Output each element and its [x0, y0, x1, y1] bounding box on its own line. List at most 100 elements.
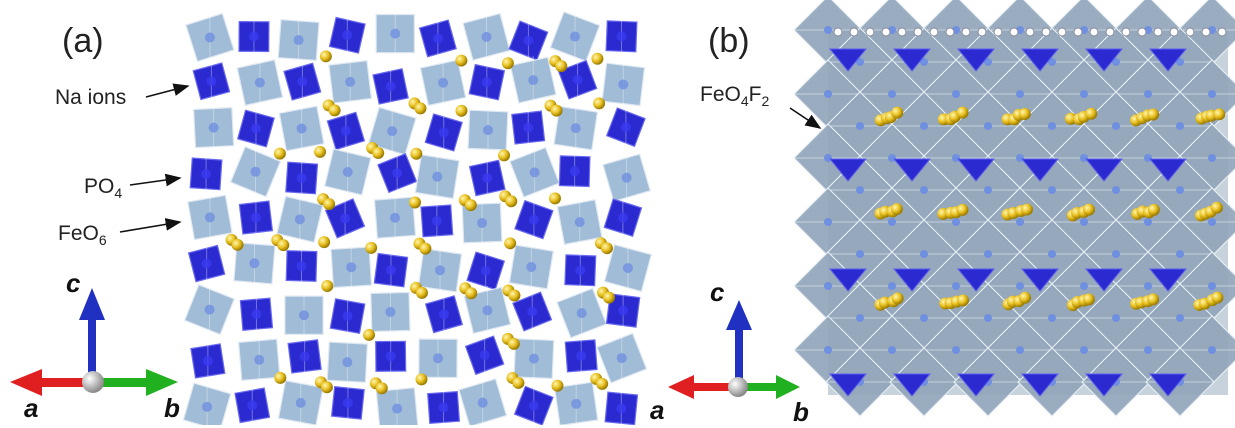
- fe-atom: [1208, 154, 1216, 162]
- central-atom: [299, 351, 310, 362]
- central-atom: [296, 172, 307, 183]
- fe-atom: [888, 346, 896, 354]
- na-ion: [512, 376, 525, 389]
- f-atom: [945, 27, 955, 37]
- fe-atom: [1016, 90, 1024, 98]
- callout-feo4f2-text2: F: [748, 83, 762, 106]
- na-ion: [1082, 293, 1095, 306]
- central-atom: [438, 77, 449, 88]
- central-atom: [296, 261, 307, 272]
- central-atom: [620, 122, 631, 133]
- f-atom: [1185, 27, 1195, 37]
- fe-atom: [824, 218, 832, 226]
- central-atom: [345, 76, 356, 87]
- na-ion: [1213, 108, 1226, 121]
- na-ion: [320, 381, 333, 394]
- na-ion: [274, 371, 287, 384]
- na-ion: [548, 192, 561, 205]
- central-atom: [617, 212, 628, 223]
- f-atom: [1169, 27, 1179, 37]
- f-atom: [881, 27, 891, 37]
- po4-tetrahedron: [1020, 158, 1060, 182]
- na-ion: [550, 104, 563, 117]
- na-ion: [419, 242, 432, 255]
- po4-tetrahedron: [1148, 48, 1188, 72]
- na-ion: [1147, 203, 1160, 216]
- central-atom: [247, 400, 258, 411]
- axis-b-label-b: b: [793, 397, 809, 427]
- fe-atom: [1080, 282, 1088, 290]
- fe-atom: [1048, 314, 1056, 322]
- fe-atom: [1176, 186, 1184, 194]
- na-ion: [956, 106, 969, 119]
- central-atom: [570, 123, 581, 134]
- central-atom: [569, 31, 580, 42]
- central-atom: [204, 304, 215, 315]
- central-atom: [477, 218, 488, 229]
- central-atom: [293, 35, 304, 46]
- central-atom: [250, 212, 261, 223]
- central-atom: [248, 31, 259, 42]
- central-atom: [438, 402, 449, 413]
- po4-tetrahedron: [1148, 158, 1188, 182]
- po4-tetrahedron: [1084, 373, 1124, 397]
- central-atom: [295, 397, 306, 408]
- na-ion: [415, 373, 428, 386]
- na-ion: [1147, 293, 1160, 306]
- na-ion: [455, 104, 468, 117]
- na-ion: [277, 239, 290, 252]
- na-ion: [508, 289, 521, 302]
- central-atom: [340, 213, 351, 224]
- fe-atom: [920, 314, 928, 322]
- na-ion: [957, 294, 970, 307]
- central-atom: [249, 258, 260, 269]
- f-atom: [1073, 27, 1083, 37]
- fe-atom: [1144, 90, 1152, 98]
- f-atom: [1121, 27, 1131, 37]
- fe-atom: [1112, 58, 1120, 66]
- na-ion: [1018, 107, 1031, 120]
- fe-atom: [1208, 90, 1216, 98]
- fe-atom: [984, 314, 992, 322]
- na-ion: [591, 52, 604, 65]
- fe-atom: [1016, 218, 1024, 226]
- fe-atom: [888, 282, 896, 290]
- central-atom: [482, 305, 493, 316]
- callout-po4: PO4: [84, 175, 122, 201]
- na-ion: [504, 237, 517, 250]
- na-ion: [465, 287, 478, 300]
- fe-atom: [1144, 346, 1152, 354]
- callout-feo6: FeO6: [58, 222, 107, 248]
- axis-triad-a: [10, 288, 178, 396]
- po4-tetrahedron: [956, 373, 996, 397]
- f-atom: [1057, 27, 1067, 37]
- central-atom: [385, 81, 396, 92]
- central-atom: [296, 123, 307, 134]
- fe-atom: [1080, 346, 1088, 354]
- na-ion: [593, 97, 606, 110]
- po4-tetrahedron: [1084, 158, 1124, 182]
- fe-atom: [1112, 314, 1120, 322]
- na-ion: [375, 382, 388, 395]
- fe-atom: [1112, 122, 1120, 130]
- fe-atom: [1112, 186, 1120, 194]
- fe-atom: [1176, 314, 1184, 322]
- fe-atom: [888, 218, 896, 226]
- f-atom: [1025, 27, 1035, 37]
- po4-tetrahedron: [1084, 48, 1124, 72]
- callout-feo4f2: FeO4F2: [700, 83, 769, 109]
- central-atom: [342, 397, 353, 408]
- fe-atom: [1080, 218, 1088, 226]
- central-atom: [392, 403, 403, 414]
- fe-atom: [1016, 346, 1024, 354]
- central-atom: [523, 35, 534, 46]
- na-ion: [890, 203, 903, 216]
- fe-atom: [1176, 250, 1184, 258]
- po4-tetrahedron: [1020, 48, 1060, 72]
- central-atom: [254, 77, 265, 88]
- callout-po4-sub: 4: [114, 185, 123, 202]
- central-atom: [481, 31, 492, 42]
- central-atom: [251, 309, 262, 320]
- fe-atom: [1080, 90, 1088, 98]
- po4-tetrahedron: [828, 158, 868, 182]
